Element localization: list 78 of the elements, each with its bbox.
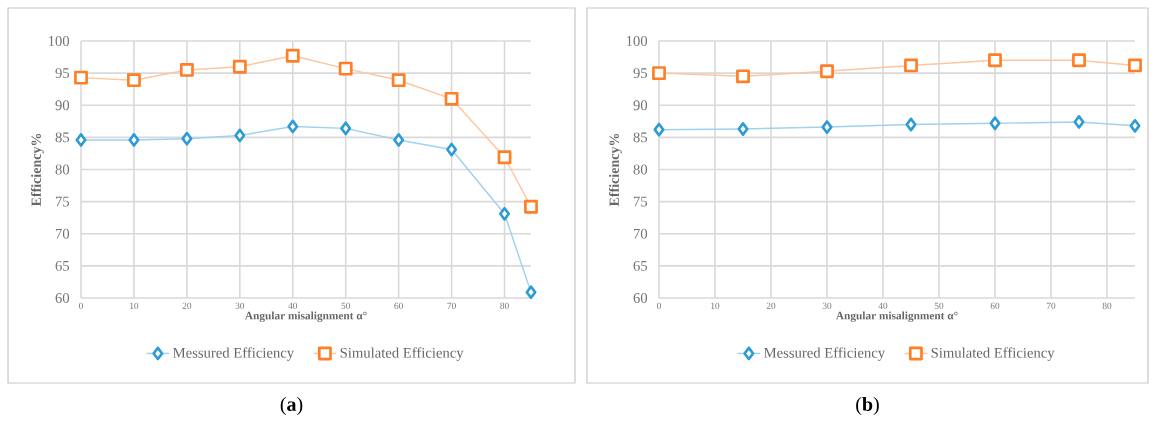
point xyxy=(75,133,87,147)
y-tick-label: 100 xyxy=(48,36,70,46)
x-tick-label: 70 xyxy=(1046,302,1056,309)
point xyxy=(1072,53,1086,68)
point xyxy=(234,128,246,143)
point xyxy=(127,73,141,88)
x-tick-label: 40 xyxy=(288,302,298,309)
legend-label: Simulated Efficiency xyxy=(340,347,464,361)
x-tick-label: 20 xyxy=(766,302,776,309)
y-axis-title: Efficiency% xyxy=(608,133,622,207)
x-tick-label: 60 xyxy=(394,302,403,309)
y-tick-label: 65 xyxy=(55,260,70,271)
point xyxy=(497,150,512,165)
x-tick-label: 50 xyxy=(341,302,351,309)
point xyxy=(652,66,666,81)
y-tick-label: 90 xyxy=(633,100,648,111)
point xyxy=(232,59,247,74)
point xyxy=(821,120,833,135)
x-tick-label: 30 xyxy=(822,302,832,309)
text: (b) xyxy=(856,396,879,416)
point xyxy=(524,199,538,214)
point xyxy=(737,122,749,136)
x-axis-title: Angular misalignment α° xyxy=(244,311,367,322)
point xyxy=(74,70,88,85)
legend-label: Simulated Efficiency xyxy=(931,347,1055,361)
y-axis-title: Efficiency% xyxy=(30,133,44,207)
x-tick-label: 50 xyxy=(934,302,944,309)
y-tick-label: 75 xyxy=(633,196,648,207)
y-tick-label: 85 xyxy=(633,132,648,143)
point xyxy=(287,119,299,134)
x-tick-label: 10 xyxy=(711,302,720,309)
point xyxy=(904,58,918,73)
point xyxy=(525,285,537,300)
y-tick-label: 90 xyxy=(55,100,70,111)
x-tick-label: 80 xyxy=(500,302,509,309)
point xyxy=(444,91,459,106)
y-tick-label: 75 xyxy=(55,196,70,207)
point xyxy=(989,116,1001,131)
point xyxy=(391,73,406,88)
point xyxy=(1129,118,1141,133)
point xyxy=(446,142,458,157)
point xyxy=(128,133,140,147)
y-tick-label: 100 xyxy=(626,36,648,46)
point xyxy=(285,48,300,63)
point xyxy=(653,122,665,137)
x-tick-label: 20 xyxy=(182,302,192,309)
x-tick-label: 0 xyxy=(79,302,83,309)
y-tick-label: 85 xyxy=(55,132,70,143)
point xyxy=(820,64,834,79)
point xyxy=(1073,115,1085,129)
point xyxy=(988,53,1002,68)
y-tick-label: 80 xyxy=(633,164,648,175)
x-tick-label: 0 xyxy=(657,302,661,309)
y-tick-label: 95 xyxy=(55,68,70,79)
x-axis-title: Angular misalignment α° xyxy=(835,311,958,322)
point xyxy=(905,117,917,132)
x-tick-label: 40 xyxy=(878,302,888,309)
y-tick-label: 95 xyxy=(633,68,648,79)
y-tick-label: 65 xyxy=(633,260,648,271)
y-tick-label: 70 xyxy=(633,228,648,239)
point xyxy=(338,61,353,76)
point xyxy=(181,131,193,146)
point xyxy=(736,69,750,84)
point xyxy=(340,121,352,136)
y-tick-label: 70 xyxy=(55,228,70,239)
point xyxy=(498,206,511,221)
legend-label: Messured Efficiency xyxy=(173,347,295,361)
x-tick-label: 80 xyxy=(1102,302,1112,309)
text: (a) xyxy=(280,396,303,416)
x-tick-label: 60 xyxy=(990,302,1000,309)
point xyxy=(179,62,194,77)
point xyxy=(1128,58,1142,73)
legend-label: Messured Efficiency xyxy=(764,347,886,361)
point xyxy=(393,133,405,147)
x-tick-label: 10 xyxy=(130,302,139,309)
x-tick-label: 30 xyxy=(235,302,245,309)
x-tick-label: 70 xyxy=(447,302,456,309)
y-tick-label: 80 xyxy=(55,164,70,175)
